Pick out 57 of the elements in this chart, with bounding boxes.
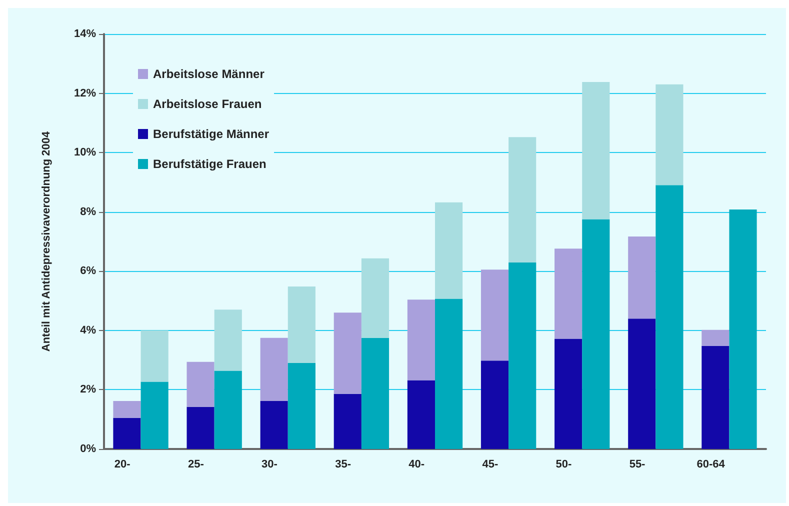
x-tick-label: 45- (482, 458, 498, 470)
bar (214, 370, 242, 449)
bar (508, 262, 536, 449)
bar (361, 338, 390, 449)
bar (702, 346, 730, 449)
legend-label: Arbeitslose Frauen (153, 97, 262, 111)
bar (113, 400, 141, 418)
bar (334, 312, 362, 394)
bar (702, 330, 730, 346)
bar (508, 137, 536, 263)
x-tick-label: 35- (335, 458, 352, 470)
bar (480, 360, 509, 449)
bar (407, 300, 435, 380)
x-tick-label: 25- (188, 458, 204, 470)
x-tick-label: 40- (408, 458, 425, 470)
bar (334, 394, 362, 449)
bar (554, 248, 582, 339)
bar (140, 330, 168, 382)
y-tick-label: 12% (74, 87, 96, 100)
y-tick-label: 10% (74, 146, 96, 159)
y-tick-label: 2% (80, 384, 96, 396)
bar (656, 84, 684, 186)
bar (260, 400, 288, 449)
bar (140, 382, 168, 449)
legend-label: Berufstätige Männer (153, 127, 270, 141)
x-tick-label: 20- (114, 458, 131, 470)
legend-label: Berufstätige Frauen (153, 157, 266, 171)
y-tick-label: 8% (80, 206, 96, 218)
y-tick-label: 0% (80, 443, 96, 455)
y-axis-title: Anteil mit Antidepressivaverordnung 2004 (40, 130, 52, 352)
bar (214, 310, 242, 371)
bar (435, 298, 463, 449)
bar (435, 202, 463, 299)
bar (628, 236, 656, 319)
x-tick-label: 60-64 (696, 458, 726, 470)
bar (554, 338, 582, 449)
y-tick-label: 4% (80, 324, 96, 336)
bar (260, 338, 288, 401)
bar (656, 185, 684, 449)
y-tick-label: 14% (74, 28, 96, 40)
bar (113, 418, 141, 449)
bar (729, 209, 757, 449)
bar (186, 406, 214, 449)
bar (480, 270, 509, 361)
bar (288, 286, 316, 364)
x-tick-label: 50- (556, 458, 572, 470)
bar (407, 380, 435, 449)
x-tick-label: 30- (262, 458, 278, 470)
bar (628, 318, 656, 449)
bar (361, 258, 390, 338)
bar (582, 219, 610, 449)
bar (186, 362, 214, 407)
bar (288, 363, 316, 449)
legend-label: Arbeitslose Männer (153, 67, 265, 81)
y-tick-label: 6% (80, 265, 96, 278)
x-tick-label: 55- (629, 458, 646, 470)
bar (582, 82, 610, 220)
